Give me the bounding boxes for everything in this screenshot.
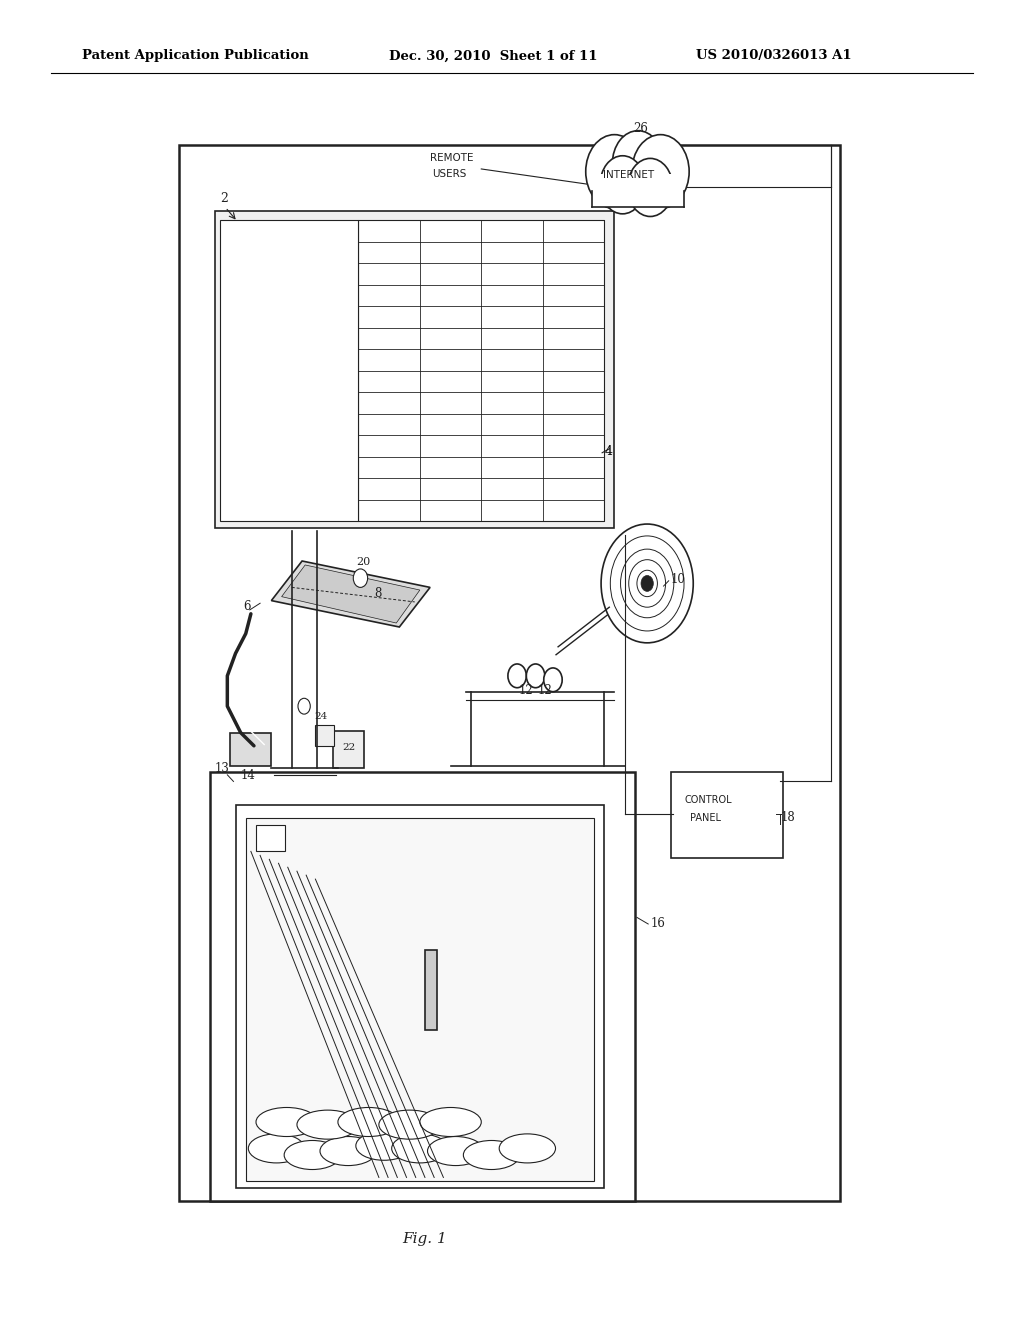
- Text: 26: 26: [633, 121, 648, 135]
- Text: INTERNET: INTERNET: [603, 170, 654, 181]
- Bar: [246, 818, 594, 1181]
- Text: 12: 12: [518, 684, 532, 697]
- Circle shape: [632, 135, 689, 209]
- Polygon shape: [271, 561, 430, 627]
- Circle shape: [612, 131, 664, 197]
- Ellipse shape: [338, 1107, 399, 1137]
- Ellipse shape: [319, 1137, 377, 1166]
- Circle shape: [628, 158, 673, 216]
- Text: 12: 12: [538, 684, 552, 697]
- Ellipse shape: [420, 1107, 481, 1137]
- Text: 14: 14: [241, 768, 256, 781]
- Bar: [592, 174, 684, 207]
- Bar: [215, 211, 614, 528]
- Text: USERS: USERS: [432, 169, 467, 180]
- Ellipse shape: [249, 1134, 305, 1163]
- Text: Fig. 1: Fig. 1: [402, 1233, 447, 1246]
- Text: 10: 10: [671, 573, 686, 586]
- Text: 8: 8: [374, 586, 381, 599]
- Text: 4: 4: [604, 445, 612, 458]
- Circle shape: [544, 668, 562, 692]
- Circle shape: [601, 524, 693, 643]
- Text: 16: 16: [650, 916, 666, 929]
- Ellipse shape: [379, 1110, 440, 1139]
- Polygon shape: [282, 565, 420, 623]
- Ellipse shape: [284, 1140, 340, 1170]
- Ellipse shape: [297, 1110, 358, 1139]
- Text: 22: 22: [342, 743, 355, 752]
- Ellipse shape: [256, 1107, 317, 1137]
- Text: 6: 6: [244, 599, 251, 612]
- Ellipse shape: [463, 1140, 519, 1170]
- Text: 18: 18: [780, 810, 795, 824]
- Text: 20: 20: [356, 557, 371, 568]
- Circle shape: [353, 569, 368, 587]
- Circle shape: [586, 135, 643, 209]
- FancyBboxPatch shape: [671, 772, 783, 858]
- Circle shape: [298, 698, 310, 714]
- Circle shape: [508, 664, 526, 688]
- Text: 24: 24: [314, 713, 328, 722]
- Bar: [230, 733, 271, 766]
- Bar: [256, 825, 285, 851]
- Bar: [425, 950, 437, 1030]
- Bar: [236, 805, 604, 1188]
- Ellipse shape: [428, 1137, 484, 1166]
- Ellipse shape: [391, 1134, 449, 1163]
- FancyBboxPatch shape: [179, 145, 840, 1201]
- Text: Dec. 30, 2010  Sheet 1 of 11: Dec. 30, 2010 Sheet 1 of 11: [389, 49, 598, 62]
- Bar: [220, 220, 358, 521]
- Circle shape: [526, 664, 545, 688]
- Text: 13: 13: [215, 762, 230, 775]
- Circle shape: [641, 576, 653, 591]
- Bar: [210, 772, 635, 1201]
- Text: REMOTE: REMOTE: [430, 153, 473, 164]
- Text: PANEL: PANEL: [690, 813, 721, 824]
- Bar: [358, 220, 604, 521]
- Text: US 2010/0326013 A1: US 2010/0326013 A1: [696, 49, 852, 62]
- Ellipse shape: [356, 1131, 412, 1160]
- Text: CONTROL: CONTROL: [684, 795, 732, 805]
- Circle shape: [600, 156, 645, 214]
- Ellipse shape: [500, 1134, 555, 1163]
- Text: Patent Application Publication: Patent Application Publication: [82, 49, 308, 62]
- Bar: [333, 731, 364, 768]
- Bar: [315, 725, 334, 746]
- Text: 2: 2: [220, 191, 228, 205]
